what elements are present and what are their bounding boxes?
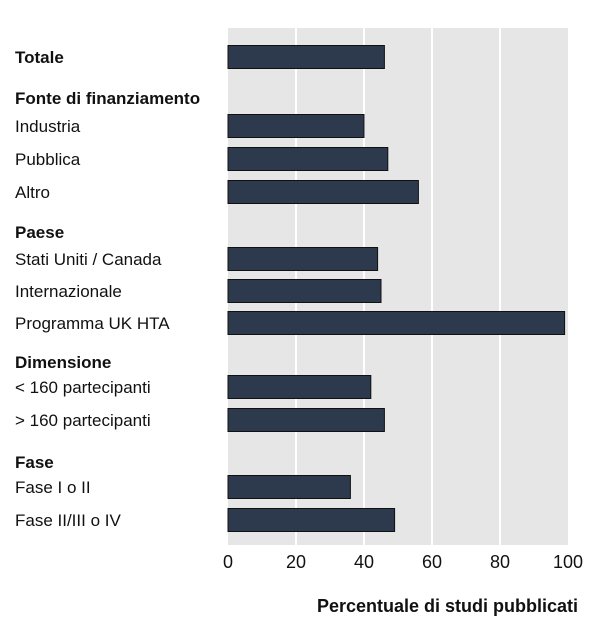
bar [227,147,389,171]
x-tick-label: 0 [223,552,233,572]
x-tick-label: 20 [286,552,306,572]
group-header-label: Totale [15,48,64,67]
bar [227,475,351,499]
group-header-label: Dimensione [15,353,111,372]
x-tick-label: 40 [354,552,374,572]
row-label: < 160 partecipanti [15,378,151,397]
row-label: Internazionale [15,282,122,301]
row-label: Fase II/III o IV [15,511,121,530]
row-label: Altro [15,183,50,202]
row-label: Fase I o II [15,478,91,497]
bar [227,114,365,138]
x-tick-label: 60 [422,552,442,572]
bar [227,375,372,399]
row-label: Stati Uniti / Canada [15,250,162,269]
bar [227,508,396,532]
bar [227,279,382,303]
row-labels: Totale Fonte di finanziamento Industria Pub… [15,48,200,530]
row-label: Industria [15,117,81,136]
x-axis-label: Percentuale di studi pubblicati [317,596,578,616]
group-header-label: Paese [15,223,64,242]
bar [227,180,419,204]
bar [227,45,385,69]
bar [227,247,379,271]
group-header-label: Fonte di finanziamento [15,89,200,108]
x-tick-label: 100 [553,552,583,572]
row-label: Pubblica [15,150,81,169]
x-tick-labels: 0 20 40 60 80 100 [223,552,583,572]
bars [227,45,566,532]
bar [227,311,566,335]
row-label: Programma UK HTA [15,314,170,333]
bar [227,408,385,432]
row-label: > 160 partecipanti [15,411,151,430]
group-header-label: Fase [15,453,54,472]
x-tick-label: 80 [490,552,510,572]
